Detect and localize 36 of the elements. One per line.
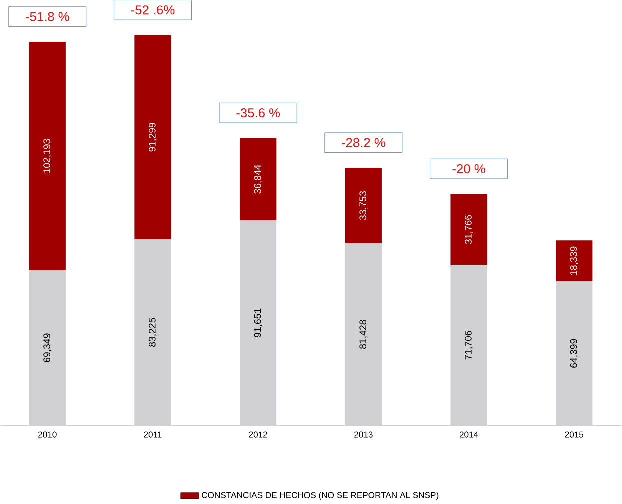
data-label: 71,706 <box>465 331 474 360</box>
x-tick-label: 2011 <box>144 432 162 438</box>
data-label: 81,428 <box>360 320 368 349</box>
x-tick-label: 2014 <box>460 432 478 438</box>
data-label: 83,225 <box>148 318 157 347</box>
x-tick-label: 2010 <box>38 432 57 438</box>
bar <box>345 168 382 244</box>
data-label: 91,651 <box>254 308 262 338</box>
bar <box>134 239 172 426</box>
annotation: -52 .6% <box>131 5 175 15</box>
data-label: 33,753 <box>360 191 368 220</box>
x-tick-label: 2013 <box>354 432 373 438</box>
data-label: 102,193 <box>44 139 52 173</box>
bar <box>450 194 488 266</box>
x-tick-label: 2012 <box>249 432 268 438</box>
bar <box>240 220 277 426</box>
annotation: -35.6 % <box>236 108 280 118</box>
bar <box>29 42 66 270</box>
data-label: 31,766 <box>465 215 474 244</box>
data-label: 69,349 <box>44 334 52 362</box>
legend-label: CONSTANCIAS DE HECHOS (NO SE REPORTAN AL SNSP) <box>202 492 439 500</box>
bar <box>134 35 172 240</box>
annotation: -20 % <box>452 164 486 174</box>
data-label: 18,339 <box>570 246 578 276</box>
x-tick-label: 2015 <box>565 432 584 438</box>
data-label: 36,844 <box>254 164 262 194</box>
bar <box>29 270 66 426</box>
bar <box>556 240 593 282</box>
bar <box>240 138 277 221</box>
bar <box>450 265 488 426</box>
data-label: 64,399 <box>570 339 578 368</box>
annotation: -28.2 % <box>342 138 386 148</box>
bar <box>345 243 382 426</box>
bar <box>556 282 593 426</box>
annotation: -51.8 % <box>26 12 70 22</box>
data-label: 91,299 <box>148 123 157 152</box>
